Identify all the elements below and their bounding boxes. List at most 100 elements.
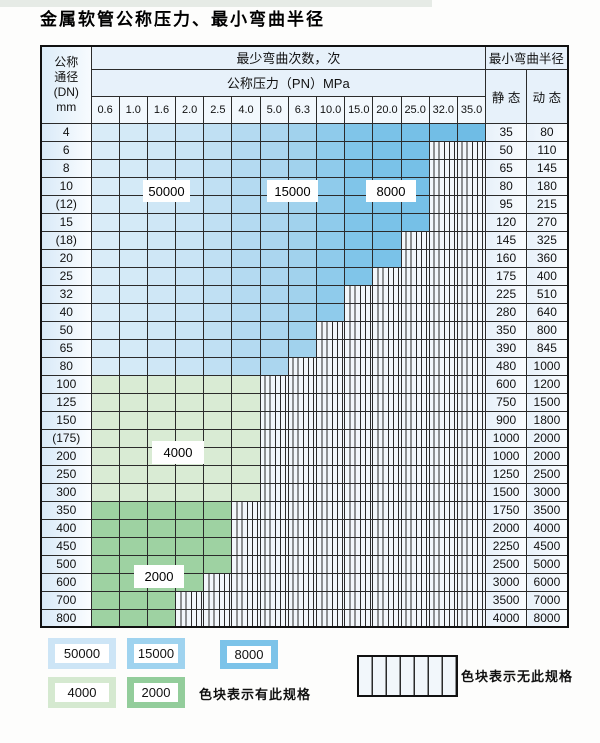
spec-available-cell [231, 338, 261, 358]
spec-unavailable-cell [287, 500, 318, 520]
dynamic-radius-cell: 8000 [526, 608, 569, 628]
spec-unavailable-cell [456, 356, 487, 376]
spec-unavailable-cell [400, 482, 430, 502]
static-radius-cell: 390 [485, 338, 528, 358]
spec-available-cell [175, 500, 205, 520]
pn-col-header: 5.0 [259, 95, 289, 124]
spec-unavailable-cell [372, 410, 402, 430]
table-row: (175) 1000 2000 [40, 428, 569, 448]
table-row: 500 2500 5000 [40, 554, 569, 574]
spec-available-cell [146, 212, 177, 232]
spec-available-cell [203, 122, 233, 142]
spec-unavailable-cell [372, 428, 402, 448]
table-row: 20 160 360 [40, 248, 569, 268]
spec-unavailable-cell [456, 500, 487, 520]
spec-unavailable-cell [344, 536, 374, 556]
dynamic-radius-cell: 270 [526, 212, 569, 232]
static-radius-cell: 1250 [485, 464, 528, 484]
spec-available-cell [231, 356, 261, 376]
spec-available-cell [203, 266, 233, 286]
spec-unavailable-cell [372, 590, 402, 610]
pn-col-header: 1.6 [146, 95, 177, 124]
dn-cell: 50 [40, 320, 92, 340]
dn-corner-line: 公称 [54, 54, 79, 69]
spec-unavailable-cell [259, 374, 289, 394]
spec-unavailable-cell [231, 572, 261, 592]
dn-cell: (175) [40, 428, 92, 448]
spec-available-cell [259, 122, 289, 142]
static-radius-cell: 900 [485, 410, 528, 430]
legend-swatch-15000: 15000 [127, 638, 185, 669]
spec-available-cell [231, 122, 261, 142]
legend-swatch-label: 2000 [134, 683, 178, 702]
spec-available-cell [118, 356, 148, 376]
spec-available-cell [175, 158, 205, 178]
spec-available-cell [118, 338, 148, 358]
spec-unavailable-cell [315, 320, 346, 340]
legend-hatch-box [357, 655, 458, 697]
spec-available-cell [146, 500, 177, 520]
spec-unavailable-cell [428, 212, 458, 232]
spec-unavailable-cell [428, 518, 458, 538]
spec-available-cell [231, 374, 261, 394]
static-header: 静 态 [485, 68, 528, 124]
spec-unavailable-cell [428, 608, 458, 628]
static-radius-cell: 4000 [485, 608, 528, 628]
spec-available-cell [146, 230, 177, 250]
spec-available-cell [118, 194, 148, 214]
spec-unavailable-cell [400, 518, 430, 538]
spec-unavailable-cell [372, 446, 402, 466]
spec-available-cell [90, 302, 120, 322]
static-radius-cell: 120 [485, 212, 528, 232]
spec-available-cell [287, 140, 318, 160]
spec-unavailable-cell [456, 482, 487, 502]
static-radius-cell: 225 [485, 284, 528, 304]
pn-col-header: 0.6 [90, 95, 120, 124]
pn-col-header: 10.0 [315, 95, 346, 124]
spec-table-wrap: 公称 通径 (DN) mm 最少弯曲次数，次 最小弯曲半径 公称压力（PN）MP… [40, 45, 569, 628]
spec-available-cell [203, 194, 233, 214]
static-radius-cell: 2000 [485, 518, 528, 538]
spec-available-cell [287, 158, 318, 178]
spec-available-cell [315, 176, 346, 196]
table-row: 200 1000 2000 [40, 446, 569, 466]
spec-unavailable-cell [344, 608, 374, 628]
spec-available-cell [344, 248, 374, 268]
spec-unavailable-cell [344, 446, 374, 466]
spec-unavailable-cell [428, 464, 458, 484]
spec-available-cell [146, 356, 177, 376]
dn-cell: 700 [40, 590, 92, 610]
spec-available-cell [287, 266, 318, 286]
spec-available-cell [175, 248, 205, 268]
spec-available-cell [231, 284, 261, 304]
spec-available-cell [203, 410, 233, 430]
spec-unavailable-cell [315, 500, 346, 520]
spec-available-cell [372, 212, 402, 232]
spec-available-cell [203, 320, 233, 340]
spec-available-cell [203, 338, 233, 358]
spec-unavailable-cell [315, 536, 346, 556]
dn-cell: 32 [40, 284, 92, 304]
spec-unavailable-cell [456, 554, 487, 574]
dynamic-radius-cell: 2500 [526, 464, 569, 484]
spec-available-cell [118, 536, 148, 556]
spec-available-cell [428, 122, 458, 142]
spec-available-cell [231, 320, 261, 340]
static-radius-cell: 2250 [485, 536, 528, 556]
spec-unavailable-cell [231, 608, 261, 628]
spec-available-cell [203, 140, 233, 160]
spec-unavailable-cell [456, 194, 487, 214]
dn-cell: 6 [40, 140, 92, 160]
spec-available-cell [146, 122, 177, 142]
spec-available-cell [231, 176, 261, 196]
spec-unavailable-cell [456, 572, 487, 592]
spec-available-cell [90, 356, 120, 376]
dn-cell: 300 [40, 482, 92, 502]
table-row: 40 280 640 [40, 302, 569, 322]
spec-available-cell [315, 284, 346, 304]
spec-unavailable-cell [372, 608, 402, 628]
spec-unavailable-cell [344, 356, 374, 376]
dn-cell: 500 [40, 554, 92, 574]
spec-available-cell [315, 122, 346, 142]
